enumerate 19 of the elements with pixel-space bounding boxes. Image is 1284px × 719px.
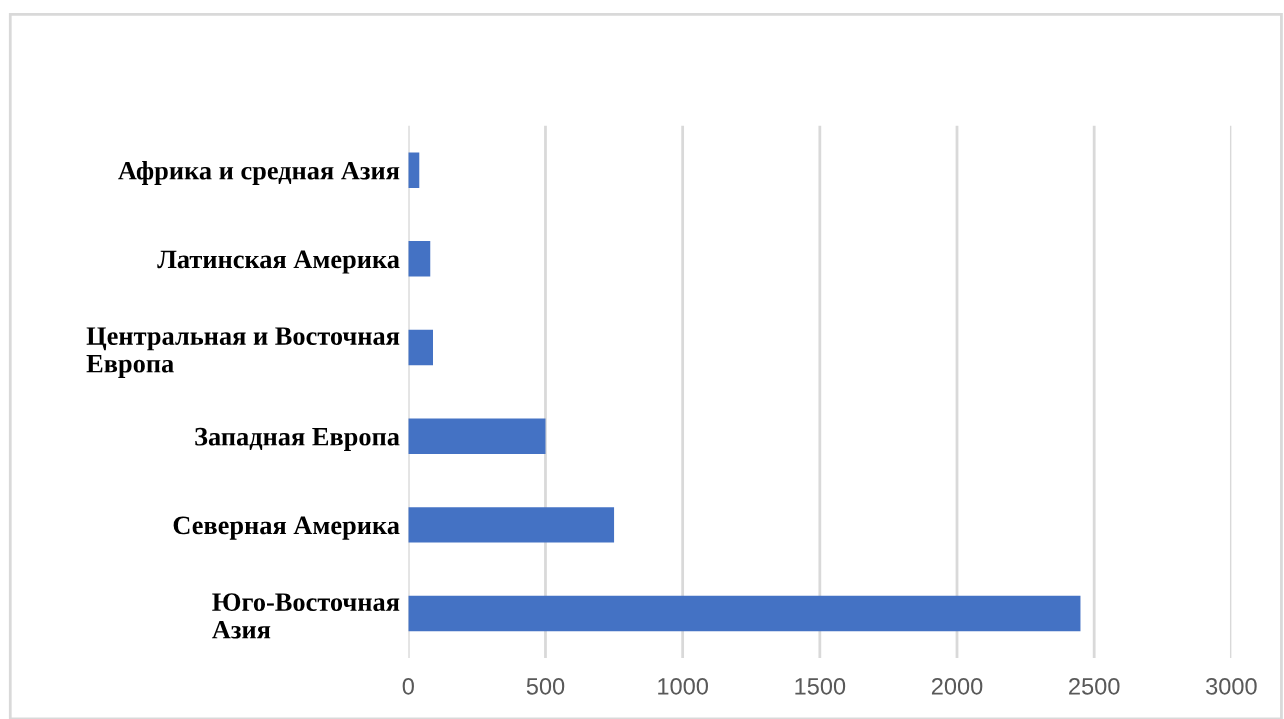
x-tick-label: 3000 [1206,677,1257,695]
y-tick-label: Западная Европа [195,427,400,451]
y-tick-label: Латинская Америка [157,250,400,274]
bar [408,418,546,454]
y-tick-label: Центральная и Восточная Европа [86,327,400,378]
x-tick-label: 1500 [795,677,846,695]
y-tick-label: Юго-Восточная Азия [212,593,400,639]
x-tick-label: 1000 [658,677,708,695]
bar [408,241,431,277]
bar [408,595,1081,632]
y-tick-label: Африка и средная Азия [118,161,400,185]
y-tick-label: Северная Америка [173,516,400,540]
x-tick-label: 2500 [1069,677,1120,695]
bar [408,507,615,543]
x-tick-label: 0 [402,677,414,695]
x-tick-label: 500 [526,677,565,695]
bar [408,329,433,366]
x-tick-label: 2000 [931,677,983,695]
bar [408,152,420,188]
